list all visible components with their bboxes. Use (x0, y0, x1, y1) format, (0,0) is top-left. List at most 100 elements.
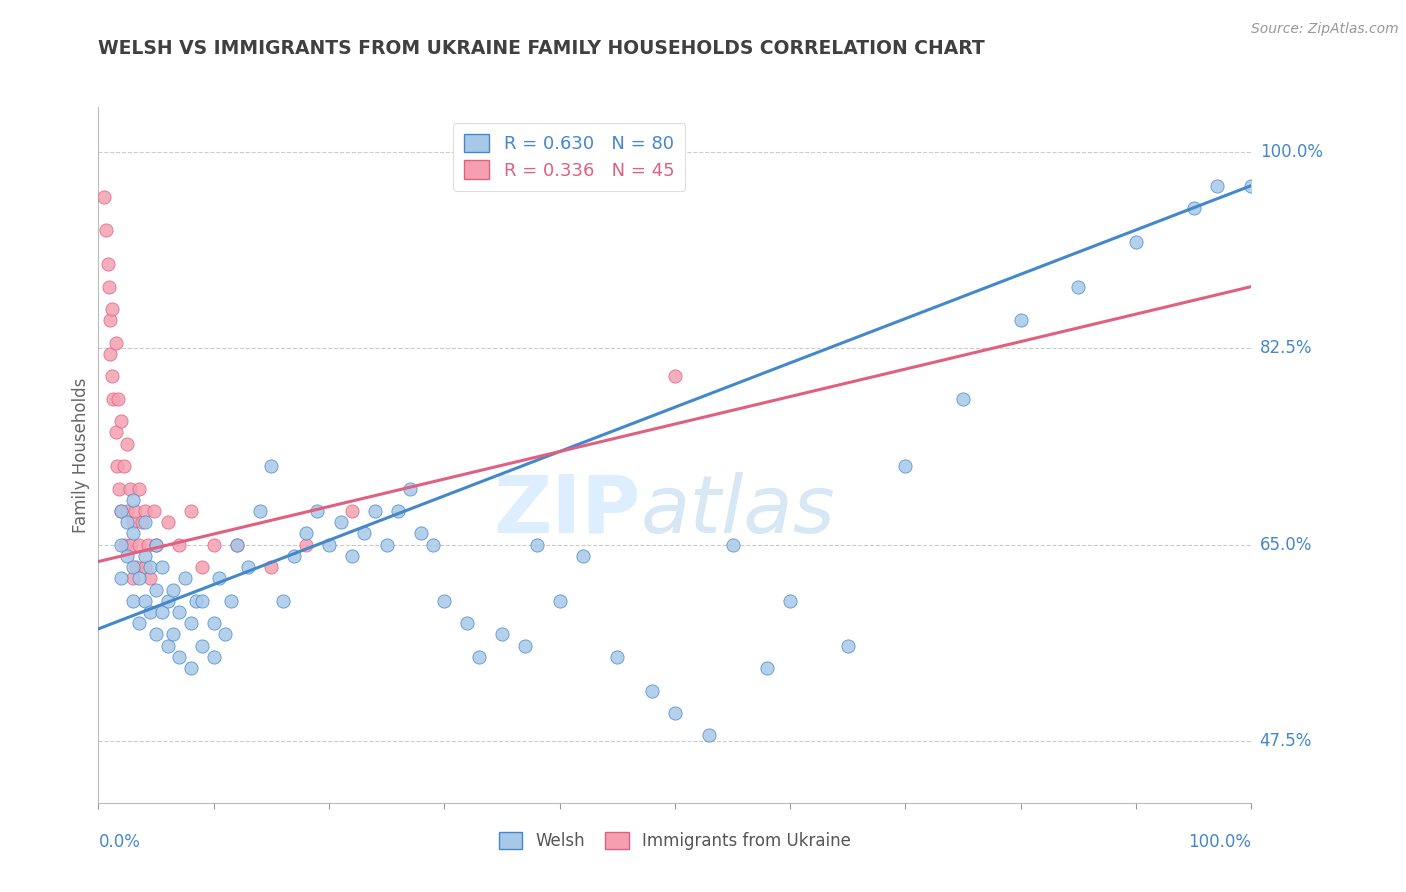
Point (260, 560, 283, 574)
Point (191, 594, 214, 608)
Point (202, 538, 225, 552)
Point (283, 549, 305, 563)
Point (202, 649, 225, 664)
Point (122, 515, 145, 529)
Point (191, 560, 214, 574)
Point (468, 649, 491, 664)
Point (1240, 178, 1263, 193)
Text: 100.0%: 100.0% (1188, 833, 1251, 851)
Point (1125, 235, 1147, 249)
Point (98, 347, 121, 361)
Point (180, 616, 202, 631)
Point (422, 538, 444, 552)
Point (664, 369, 686, 384)
Point (894, 459, 917, 474)
Point (180, 661, 202, 675)
Point (208, 571, 231, 585)
Point (112, 459, 135, 474)
Point (433, 594, 456, 608)
Point (167, 649, 190, 664)
Point (249, 504, 271, 518)
Point (329, 515, 352, 529)
Point (174, 571, 197, 585)
Point (353, 526, 375, 541)
Point (110, 571, 132, 585)
Point (101, 301, 124, 316)
Point (398, 482, 420, 496)
Point (295, 526, 318, 541)
Point (225, 538, 247, 552)
Point (295, 538, 318, 552)
Point (145, 538, 167, 552)
Point (103, 392, 125, 406)
Text: 82.5%: 82.5% (1260, 339, 1312, 358)
Point (145, 627, 167, 641)
Point (117, 515, 138, 529)
Point (128, 538, 150, 552)
Point (122, 526, 145, 541)
Point (97, 257, 120, 271)
Point (117, 436, 138, 450)
Point (117, 549, 138, 563)
Point (156, 639, 179, 653)
Point (191, 639, 214, 653)
Text: 47.5%: 47.5% (1260, 732, 1312, 750)
Point (128, 616, 150, 631)
Point (167, 538, 190, 552)
Point (118, 482, 141, 496)
Point (1205, 178, 1227, 193)
Point (134, 515, 156, 529)
Point (105, 459, 128, 474)
Y-axis label: Family Households: Family Households (72, 377, 90, 533)
Point (139, 560, 162, 574)
Point (110, 504, 132, 518)
Text: 0.0%: 0.0% (98, 833, 141, 851)
Point (108, 482, 131, 496)
Point (122, 492, 145, 507)
Point (114, 538, 136, 552)
Point (202, 616, 225, 631)
Point (128, 482, 150, 496)
Point (721, 538, 744, 552)
Point (387, 504, 409, 518)
Point (641, 683, 664, 698)
Point (156, 594, 179, 608)
Point (664, 706, 686, 720)
Point (606, 649, 628, 664)
Point (122, 560, 145, 574)
Legend: Welsh, Immigrants from Ukraine: Welsh, Immigrants from Ukraine (492, 826, 858, 857)
Point (150, 560, 173, 574)
Point (142, 504, 165, 518)
Text: 65.0%: 65.0% (1260, 536, 1312, 554)
Point (104, 335, 127, 350)
Point (150, 605, 173, 619)
Point (122, 594, 145, 608)
Text: WELSH VS IMMIGRANTS FROM UKRAINE FAMILY HOUSEHOLDS CORRELATION CHART: WELSH VS IMMIGRANTS FROM UKRAINE FAMILY … (98, 39, 986, 58)
Point (225, 538, 247, 552)
Point (699, 729, 721, 743)
Point (1010, 313, 1032, 327)
Point (186, 594, 208, 608)
Point (756, 661, 779, 675)
Point (491, 627, 513, 641)
Point (375, 538, 398, 552)
Point (1067, 279, 1090, 293)
Point (548, 594, 571, 608)
Text: 100.0%: 100.0% (1260, 143, 1323, 161)
Point (134, 549, 156, 563)
Point (97, 279, 120, 293)
Point (125, 560, 148, 574)
Point (145, 582, 167, 597)
Point (162, 582, 184, 597)
Point (134, 594, 156, 608)
Point (180, 504, 202, 518)
Point (952, 392, 974, 406)
Point (340, 504, 363, 518)
Point (1182, 201, 1205, 215)
Point (128, 571, 150, 585)
Point (104, 425, 127, 440)
Text: ZIP: ZIP (494, 472, 640, 549)
Point (145, 538, 167, 552)
Point (107, 392, 129, 406)
Point (96, 223, 118, 237)
